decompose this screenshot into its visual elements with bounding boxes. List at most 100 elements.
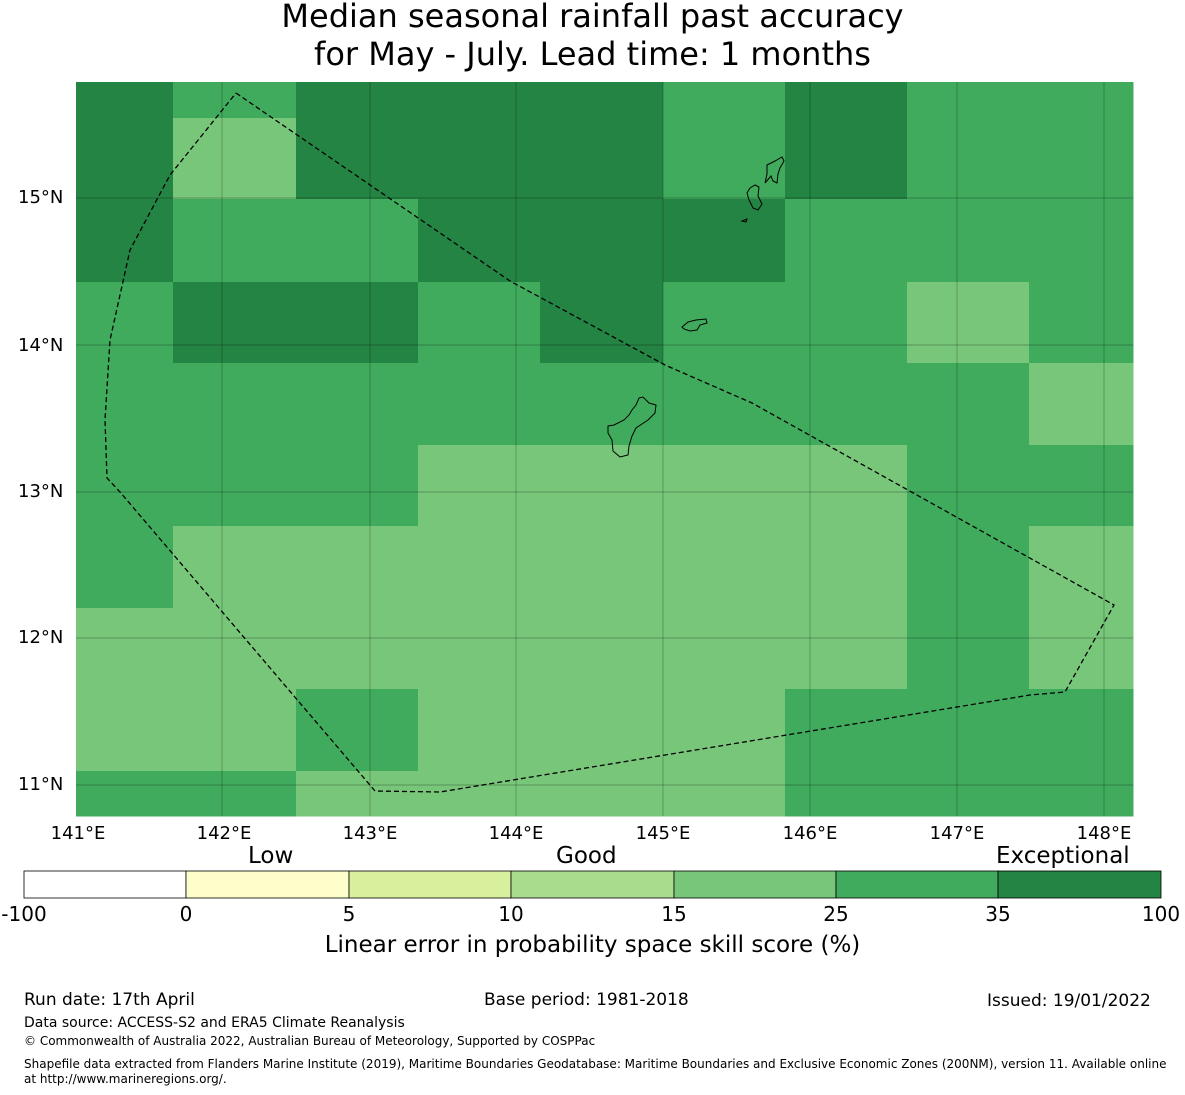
colorbar-swatch [510,870,675,899]
grid-cell [907,118,1030,200]
grid-cell [907,445,1030,527]
grid-cell [418,445,541,527]
grid-cell [907,526,1030,609]
grid-cell [907,363,1030,446]
grid-cell [907,689,1030,772]
grid-cell [663,608,786,690]
lat-label-13n: 13°N [18,481,64,502]
colorbar-swatch [997,870,1162,899]
lat-label-11n: 11°N [18,774,64,795]
grid-cell [785,771,908,817]
grid-cell [540,118,664,200]
grid-cell [296,282,419,364]
lon-label-143e: 143°E [342,823,398,844]
grid-cell [1029,526,1134,609]
grid-cell [540,445,664,527]
grid-cell [785,282,908,364]
colorbar-tick: 25 [823,902,849,926]
category-exceptional: Exceptional [996,843,1130,869]
grid-cell [540,363,664,446]
map-title-line-2: for May - July. Lead time: 1 months [314,35,871,73]
grid-cell [785,608,908,690]
grid-cell [173,526,297,609]
colorbar-swatch [185,870,350,899]
grid-cell [76,199,174,283]
grid-cell [663,118,786,200]
lon-label-146e: 146°E [782,823,838,844]
grid-cell [173,118,297,200]
grid-cell [540,608,664,690]
grid-cell [173,363,297,446]
grid-cell [76,82,174,119]
category-good: Good [556,843,617,869]
grid-cell [907,282,1030,364]
grid-cell [1029,445,1134,527]
grid-cell [785,82,908,119]
island-outlines [607,156,785,458]
grid-cell [76,608,174,690]
lat-lon-gridlines [76,82,1133,816]
grid-cell [418,689,541,772]
colorbar-tick: 10 [498,902,524,926]
grid-cell [540,82,664,119]
grid-cell [296,608,419,690]
grid-cell [663,282,786,364]
guam-island [607,396,657,458]
grid-cell [418,199,541,283]
grid-cell [76,771,174,817]
grid-cell [76,445,174,527]
grid-cell [907,82,1030,119]
grid-cell [1029,689,1134,772]
grid-cell [76,526,174,609]
data-source: Data source: ACCESS-S2 and ERA5 Climate … [24,1015,405,1031]
grid-cell [296,82,419,119]
grid-cell [173,771,297,817]
lon-label-141e: 141°E [50,823,106,844]
grid-cell [785,118,908,200]
grid-cell [173,608,297,690]
grid-cell [76,689,174,772]
grid-cell [173,82,297,119]
aguijan-islet [740,218,748,223]
grid-cell [785,526,908,609]
grid-cell [785,199,908,283]
grid-cell [1029,608,1134,690]
map-title-line-1: Median seasonal rainfall past accuracy [281,0,904,35]
eez-boundary [104,92,1115,793]
copyright: © Commonwealth of Australia 2022, Austra… [24,1034,596,1048]
lat-label-14n: 14°N [18,335,64,356]
grid-cell [418,771,541,817]
grid-cell [76,363,174,446]
grid-cell [785,363,908,446]
lon-label-148e: 148°E [1076,823,1132,844]
grid-cell [663,445,786,527]
issued-date: Issued: 19/01/2022 [987,991,1151,1011]
colorbar-tick: 0 [179,902,193,926]
grid-cell [296,118,419,200]
colorbar-swatch [673,870,837,899]
grid-cell [1029,771,1134,817]
grid-cell [296,526,419,609]
grid-cell [296,363,419,446]
grid-cell [663,689,786,772]
grid-cell [907,771,1030,817]
grid-cell [76,118,174,200]
grid-cell [785,445,908,527]
grid-cell [173,282,297,364]
grid-cell [76,282,174,364]
grid-cell [1029,118,1134,200]
grid-cell [296,445,419,527]
colorbar-tick: 100 [1141,902,1181,926]
colorbar-label: Linear error in probability space skill … [324,932,861,958]
lon-label-142e: 142°E [196,823,252,844]
colorbar-swatch [348,870,512,899]
grid-cell [907,199,1030,283]
shapefile-credit-line-2: at http://www.marineregions.org/. [24,1072,227,1086]
grid-cell [540,199,664,283]
saipan-island [764,156,785,184]
colorbar-swatch [23,870,187,899]
lat-label-15n: 15°N [18,187,64,208]
grid-cell [663,199,786,283]
grid-cell [540,282,664,364]
